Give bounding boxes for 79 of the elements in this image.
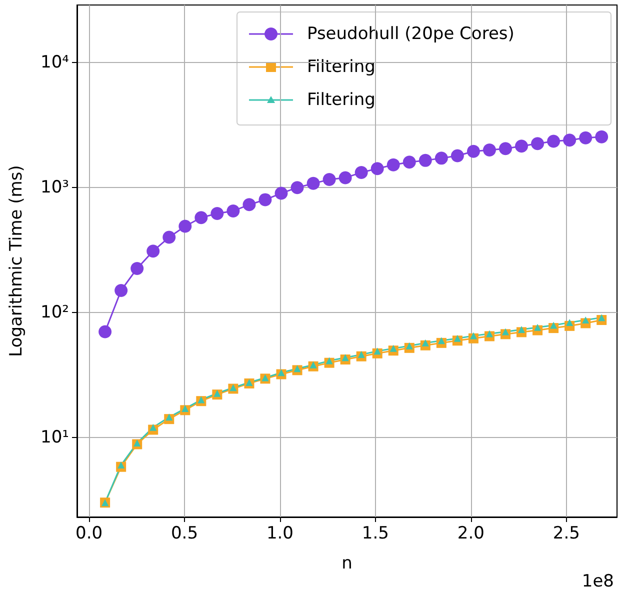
x-tick-label: 1.0 [266, 524, 294, 544]
legend-label: Filtering [307, 57, 376, 77]
point [130, 262, 144, 275]
point [210, 207, 224, 220]
x-tick-label: 2.5 [552, 524, 580, 544]
point [502, 328, 509, 336]
point [246, 378, 253, 386]
y-axis-title: Logarithmic Time (ms) [6, 165, 26, 357]
point [306, 176, 320, 190]
point [166, 414, 173, 421]
point [582, 316, 590, 324]
x-tick-label: 0.0 [76, 524, 103, 544]
point [194, 211, 208, 224]
point [358, 351, 365, 358]
x-axis-title: n [342, 554, 352, 574]
point [374, 348, 381, 355]
point [466, 144, 480, 158]
point [226, 204, 240, 218]
point [114, 284, 128, 297]
point [198, 396, 205, 404]
point [214, 390, 221, 397]
point [182, 405, 189, 412]
point [518, 326, 526, 334]
point [386, 158, 400, 172]
point [418, 154, 432, 167]
point [390, 344, 397, 352]
point [278, 369, 285, 376]
point [230, 384, 237, 392]
text: 1e8 [582, 572, 614, 592]
point [534, 324, 542, 331]
point [438, 337, 445, 344]
point [162, 230, 176, 244]
point [294, 365, 301, 372]
point [326, 357, 333, 364]
point [579, 131, 592, 144]
point [342, 354, 349, 362]
point [370, 162, 384, 176]
point [98, 325, 112, 338]
point [354, 166, 368, 180]
y-tick-label: 10⁴ [40, 52, 70, 73]
point [322, 173, 336, 186]
legend-label: Filtering [307, 90, 376, 110]
point [531, 137, 544, 150]
point [450, 149, 464, 162]
point [258, 193, 272, 206]
point [434, 152, 448, 165]
point [134, 440, 141, 447]
point [550, 322, 558, 329]
x-tick-label: 1.5 [362, 524, 389, 544]
point [470, 332, 477, 340]
point [406, 342, 413, 350]
point [486, 330, 493, 338]
point [598, 314, 606, 322]
point [454, 334, 461, 342]
x-tick-label: 2.0 [457, 524, 484, 544]
point [178, 220, 192, 233]
point [595, 130, 608, 144]
point [146, 244, 160, 258]
point [566, 319, 574, 326]
point [274, 186, 288, 200]
point [515, 140, 528, 153]
point [290, 181, 304, 194]
y-tick-label: 10³ [40, 178, 69, 198]
point [499, 142, 512, 156]
point [563, 134, 576, 147]
point [242, 198, 256, 212]
legend-label: Pseudohull (20pe Cores) [307, 24, 514, 44]
y-tick-label: 10¹ [40, 427, 69, 448]
point [118, 462, 125, 469]
point [262, 374, 269, 382]
point [483, 144, 496, 156]
point [310, 361, 317, 368]
point [150, 424, 157, 431]
x-tick-label: 0.5 [170, 524, 198, 544]
y-tick-label: 10² [40, 302, 69, 322]
point [422, 339, 429, 346]
point [547, 134, 560, 148]
point [338, 171, 352, 184]
point [402, 156, 416, 169]
